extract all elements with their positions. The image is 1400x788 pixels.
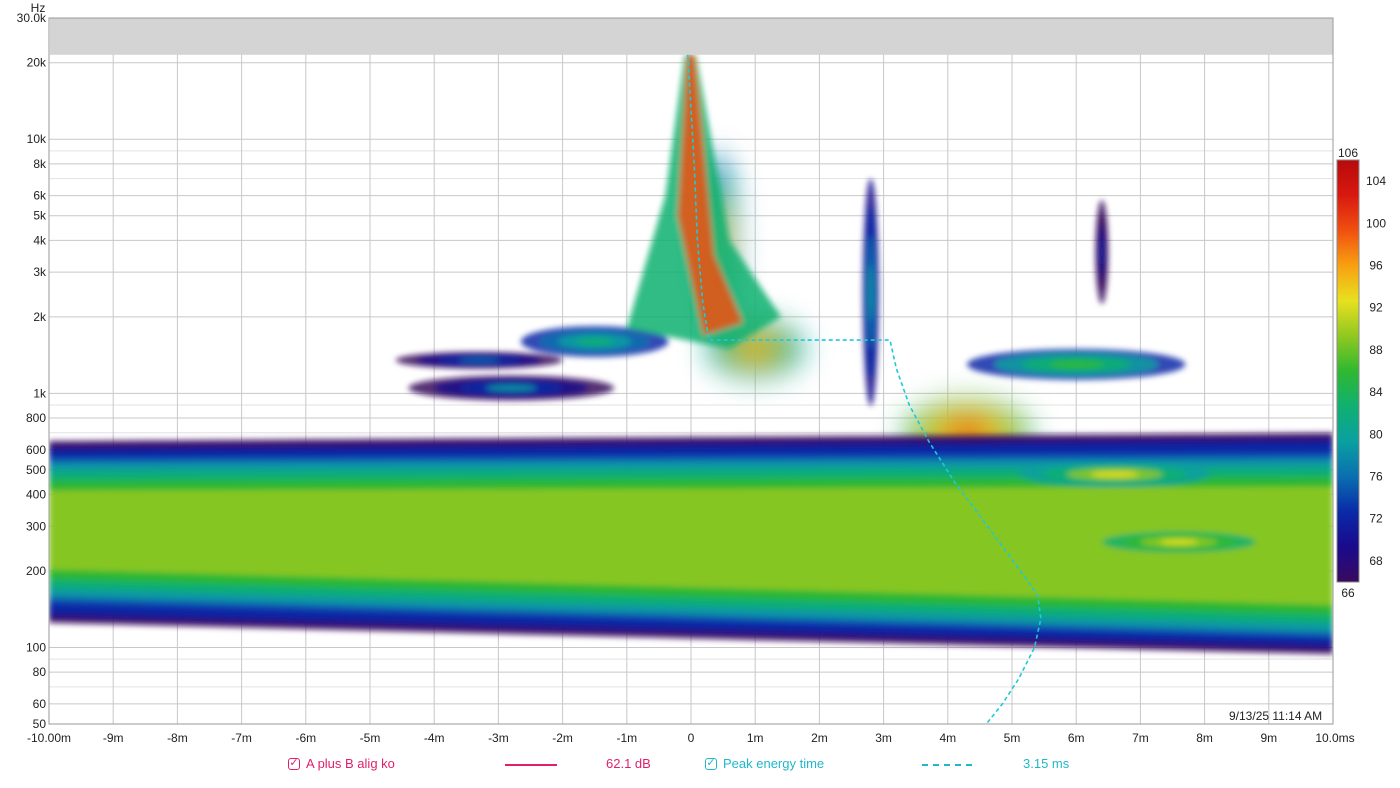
- heatmap-spike: [1100, 239, 1104, 265]
- x-tick-label: -8m: [167, 731, 188, 745]
- colorbar-tick-label: 106: [1338, 146, 1358, 160]
- colorbar-tick-label: 100: [1366, 216, 1386, 230]
- x-tick-label: -3m: [488, 731, 509, 745]
- series1-label: A plus B alig ko: [306, 756, 395, 771]
- legend-item-series1[interactable]: ✓ A plus B alig ko: [288, 756, 395, 771]
- y-tick-label: 400: [26, 488, 46, 502]
- y-tick-label: 8k: [33, 157, 47, 171]
- series1-value-wrap: 62.1 dB: [606, 756, 651, 771]
- heatmap-finger: [1048, 360, 1104, 369]
- peak-energy-time-curve: [687, 54, 1042, 724]
- timestamp: 9/13/25 11:14 AM: [1229, 709, 1323, 723]
- plot-frame: [48, 17, 1334, 725]
- heatmap-finger: [1159, 539, 1199, 545]
- series1-value: 62.1 dB: [606, 756, 651, 771]
- colorbar-tick-label: 84: [1369, 385, 1383, 399]
- y-tick-label: 10k: [27, 132, 47, 146]
- upper-frequency-band: [50, 18, 1333, 55]
- series1-line-swatch: [505, 764, 557, 766]
- x-tick-label: 5m: [1004, 731, 1021, 745]
- x-tick-label: -1m: [616, 731, 637, 745]
- heatmap-finger: [1090, 471, 1139, 478]
- heatmap-band: [49, 486, 1333, 605]
- peak-energy-line: [687, 54, 1042, 724]
- y-tick-label: 1k: [33, 386, 47, 400]
- colorbar-tick-label: 88: [1369, 343, 1383, 357]
- y-tick-label: 800: [26, 411, 46, 425]
- series2-line-swatch: [922, 764, 972, 766]
- y-tick-label: 600: [26, 443, 46, 457]
- x-tick-label: -5m: [360, 731, 381, 745]
- heatmap-finger: [458, 358, 501, 363]
- colorbar-tick-label: 66: [1341, 586, 1355, 600]
- x-tick-label: 2m: [811, 731, 828, 745]
- series1-checkbox[interactable]: ✓: [288, 757, 300, 770]
- x-tick-label: -10.00m: [27, 731, 71, 745]
- x-tick-label: 0: [688, 731, 695, 745]
- heatmap-spike: [868, 263, 873, 321]
- y-unit-label: Hz: [31, 1, 46, 15]
- y-tick-label: 3k: [33, 265, 47, 279]
- series2-value: 3.15 ms: [1023, 756, 1070, 771]
- colorbar-gradient: [1336, 159, 1360, 583]
- y-tick-label: 2k: [33, 310, 47, 324]
- y-tick-label: 20k: [27, 56, 47, 70]
- spectrogram-detail-layer: [49, 54, 1333, 655]
- x-tick-label: 3m: [875, 731, 892, 745]
- y-tick-label: 80: [33, 665, 47, 679]
- y-tick-label: 500: [26, 463, 46, 477]
- y-tick-label: 200: [26, 564, 46, 578]
- spectrogram-heatmap: [49, 54, 1333, 655]
- colorbar-tick-label: 76: [1369, 470, 1383, 484]
- x-tick-label: 9m: [1260, 731, 1277, 745]
- colorbar-tick-label: 92: [1369, 301, 1383, 315]
- axes: Hz30.0k20k10k8k6k5k4k3k2k1k8006005004003…: [17, 1, 1355, 745]
- heatmap-finger: [485, 384, 537, 392]
- colorbar-tick-label: 80: [1369, 427, 1383, 441]
- series2-checkbox[interactable]: ✓: [705, 757, 717, 770]
- y-tick-label: 5k: [33, 209, 47, 223]
- x-tick-label: 6m: [1068, 731, 1085, 745]
- colorbar-tick-label: 68: [1369, 554, 1383, 568]
- legend: ✓ A plus B alig ko 62.1 dB ✓ Peak energy…: [0, 752, 1400, 778]
- x-tick-label: -2m: [552, 731, 573, 745]
- colorbar: 106 104 100 96 92 88 84 80 76 72 68 66: [1336, 146, 1386, 600]
- x-tick-label: 7m: [1132, 731, 1149, 745]
- legend-item-series2[interactable]: ✓ Peak energy time: [705, 756, 824, 771]
- x-tick-label: -4m: [424, 731, 445, 745]
- heatmap-finger: [576, 337, 614, 346]
- colorbar-tick-label: 96: [1369, 259, 1383, 273]
- y-tick-label: 300: [26, 519, 46, 533]
- x-tick-label: -6m: [295, 731, 316, 745]
- x-tick-label: 1m: [747, 731, 764, 745]
- y-tick-label: 30.0k: [17, 11, 47, 25]
- grey-band: [50, 18, 1333, 55]
- x-tick-label: 4m: [939, 731, 956, 745]
- series2-value-wrap: 3.15 ms: [1023, 756, 1069, 771]
- y-tick-label: 60: [33, 697, 47, 711]
- heatmap-blob: [747, 343, 764, 354]
- y-tick-label: 6k: [33, 189, 47, 203]
- x-tick-label: 8m: [1196, 731, 1213, 745]
- x-tick-label: 10.0ms: [1315, 731, 1354, 745]
- colorbar-tick-label: 72: [1369, 512, 1383, 526]
- heatmap-ridge-core: [678, 54, 743, 335]
- x-tick-label: -9m: [103, 731, 124, 745]
- series2-label: Peak energy time: [723, 756, 825, 771]
- y-tick-label: 4k: [33, 233, 47, 247]
- x-tick-label: -7m: [231, 731, 252, 745]
- y-tick-label: 100: [26, 641, 46, 655]
- colorbar-tick-label: 104: [1366, 174, 1386, 188]
- y-tick-label: 50: [33, 717, 47, 731]
